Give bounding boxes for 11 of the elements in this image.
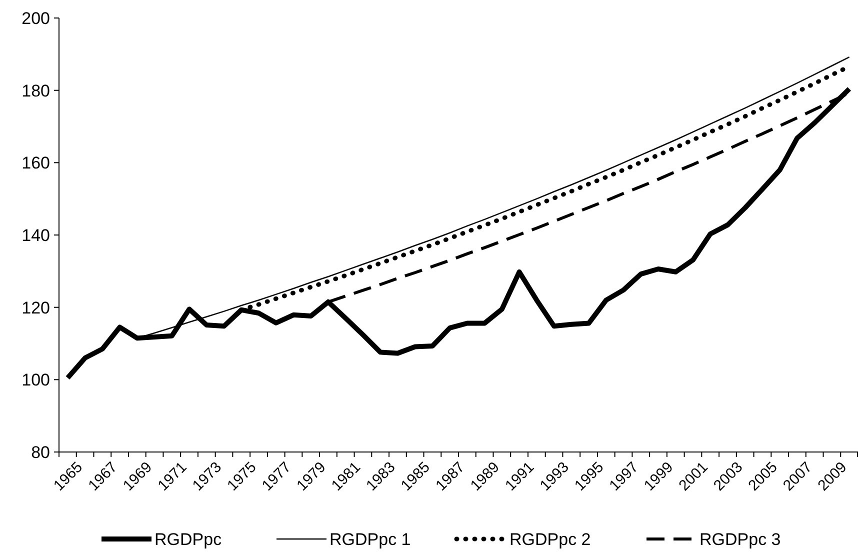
legend-label: RGDPpc: [154, 530, 222, 549]
y-tick-label: 200: [22, 8, 50, 28]
legend-label: RGDPpc 2: [510, 530, 591, 549]
y-tick-label: 180: [22, 81, 50, 100]
y-tick-label: 160: [22, 154, 50, 173]
y-tick-label: 120: [22, 298, 50, 318]
legend-label: RGDPpc 1: [330, 530, 411, 549]
y-tick-label: 80: [31, 442, 50, 462]
y-tick-label: 100: [22, 370, 50, 390]
legend-label: RGDPpc 3: [700, 530, 781, 549]
y-tick-label: 140: [22, 226, 50, 245]
